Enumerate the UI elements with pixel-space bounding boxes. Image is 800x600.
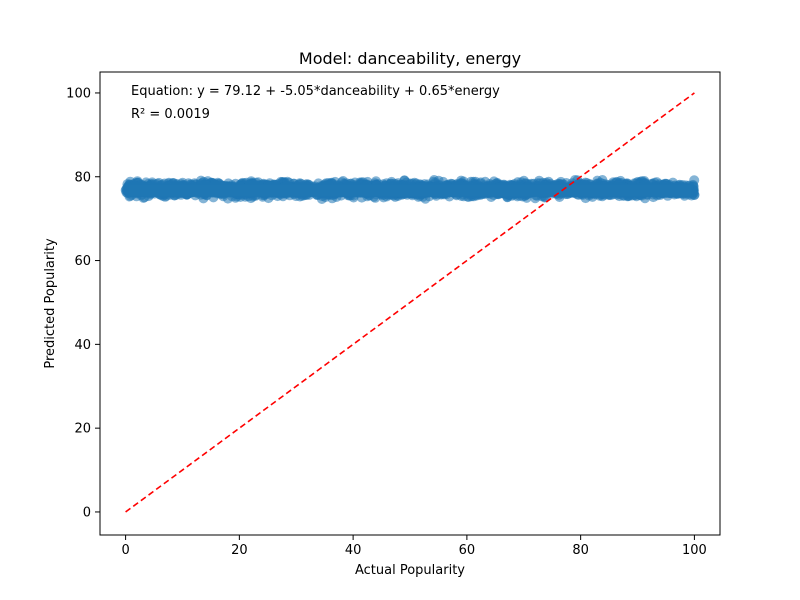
x-tick-label: 20 xyxy=(231,543,248,558)
x-tick-label: 0 xyxy=(121,543,129,558)
x-axis-ticks: 0 20 40 60 80 100 xyxy=(121,535,707,558)
y-tick-label: 60 xyxy=(74,254,91,269)
data-point xyxy=(282,176,293,187)
y-tick-label: 20 xyxy=(74,422,91,437)
x-tick-label: 100 xyxy=(682,543,707,558)
x-tick-label: 60 xyxy=(459,543,476,558)
y-axis-label: Predicted Popularity xyxy=(43,238,58,369)
x-axis-label: Actual Popularity xyxy=(355,563,465,578)
reference-line xyxy=(125,92,695,513)
equation-annotation: Equation: y = 79.12 + -5.05*danceability… xyxy=(131,84,500,99)
plot-frame xyxy=(99,71,721,536)
r-squared-annotation: R² = 0.0019 xyxy=(131,107,210,122)
y-tick-label: 100 xyxy=(66,86,91,101)
x-tick-label: 40 xyxy=(345,543,362,558)
y-axis-ticks: 0 20 40 60 80 100 xyxy=(66,86,100,520)
scatter-points xyxy=(120,175,700,204)
chart-title: Model: danceability, energy xyxy=(299,49,521,68)
y-tick-label: 40 xyxy=(74,338,91,353)
y-tick-label: 0 xyxy=(83,505,91,520)
data-point xyxy=(371,176,381,187)
y-tick-label: 80 xyxy=(74,170,91,185)
data-point-band xyxy=(129,184,691,197)
x-tick-label: 80 xyxy=(572,543,589,558)
